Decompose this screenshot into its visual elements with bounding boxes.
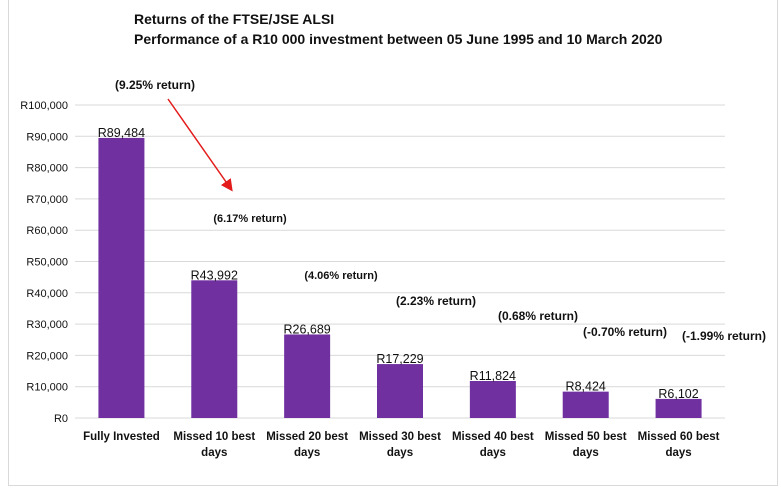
bar-value-label: R8,424 <box>566 380 606 394</box>
y-tick-label: R30,000 <box>26 319 68 331</box>
y-tick-label: R20,000 <box>26 350 68 362</box>
chart-subtitle: Performance of a R10 000 investment betw… <box>134 31 663 47</box>
y-tick-label: R60,000 <box>26 225 68 237</box>
chart-title: Returns of the FTSE/JSE ALSI <box>134 11 335 27</box>
y-tick-label: R0 <box>54 413 68 425</box>
y-tick-label: R70,000 <box>26 194 68 206</box>
return-label: (9.25% return) <box>115 78 195 92</box>
bar-value-label: R43,992 <box>191 268 238 282</box>
x-tick-label: days <box>480 447 506 459</box>
x-tick-label: Missed 40 best <box>452 431 534 443</box>
y-tick-label: R50,000 <box>26 257 68 269</box>
return-label: (-1.99% return) <box>682 329 766 343</box>
bar-value-label: R17,229 <box>376 352 423 366</box>
bar <box>655 398 702 418</box>
y-tick-label: R100,000 <box>20 100 68 112</box>
y-tick-label: R80,000 <box>26 163 68 175</box>
bar <box>469 380 516 418</box>
bar-value-label: R6,102 <box>658 387 698 401</box>
return-label: (4.06% return) <box>304 270 378 282</box>
x-tick-label: days <box>294 447 320 459</box>
bar <box>284 334 331 418</box>
y-tick-label: R10,000 <box>26 382 68 394</box>
bar-value-label: R89,484 <box>98 126 145 140</box>
x-tick-label: Missed 10 best <box>173 431 255 443</box>
return-label: (2.23% return) <box>396 294 476 308</box>
bar-value-label: R11,824 <box>470 369 516 383</box>
chart-frame <box>8 0 778 486</box>
x-tick-label: days <box>573 447 599 459</box>
x-tick-label: Missed 60 best <box>638 431 720 443</box>
y-tick-label: R90,000 <box>26 131 68 143</box>
y-tick-label: R40,000 <box>26 288 68 300</box>
return-label: (0.68% return) <box>498 309 578 323</box>
annotation-arrow <box>167 98 233 192</box>
x-tick-label: days <box>665 447 691 459</box>
bar <box>98 137 145 418</box>
x-tick-label: Fully Invested <box>83 431 160 443</box>
x-tick-label: days <box>387 447 413 459</box>
x-tick-label: Missed 30 best <box>359 431 441 443</box>
x-tick-label: Missed 20 best <box>266 431 348 443</box>
return-label: (6.17% return) <box>213 213 287 225</box>
bar-value-label: R26,689 <box>284 322 331 336</box>
bar <box>191 280 238 418</box>
return-label: (-0.70% return) <box>583 325 667 339</box>
x-tick-label: Missed 50 best <box>545 431 627 443</box>
x-tick-label: days <box>201 447 227 459</box>
bar <box>562 391 609 418</box>
bar <box>377 364 423 418</box>
